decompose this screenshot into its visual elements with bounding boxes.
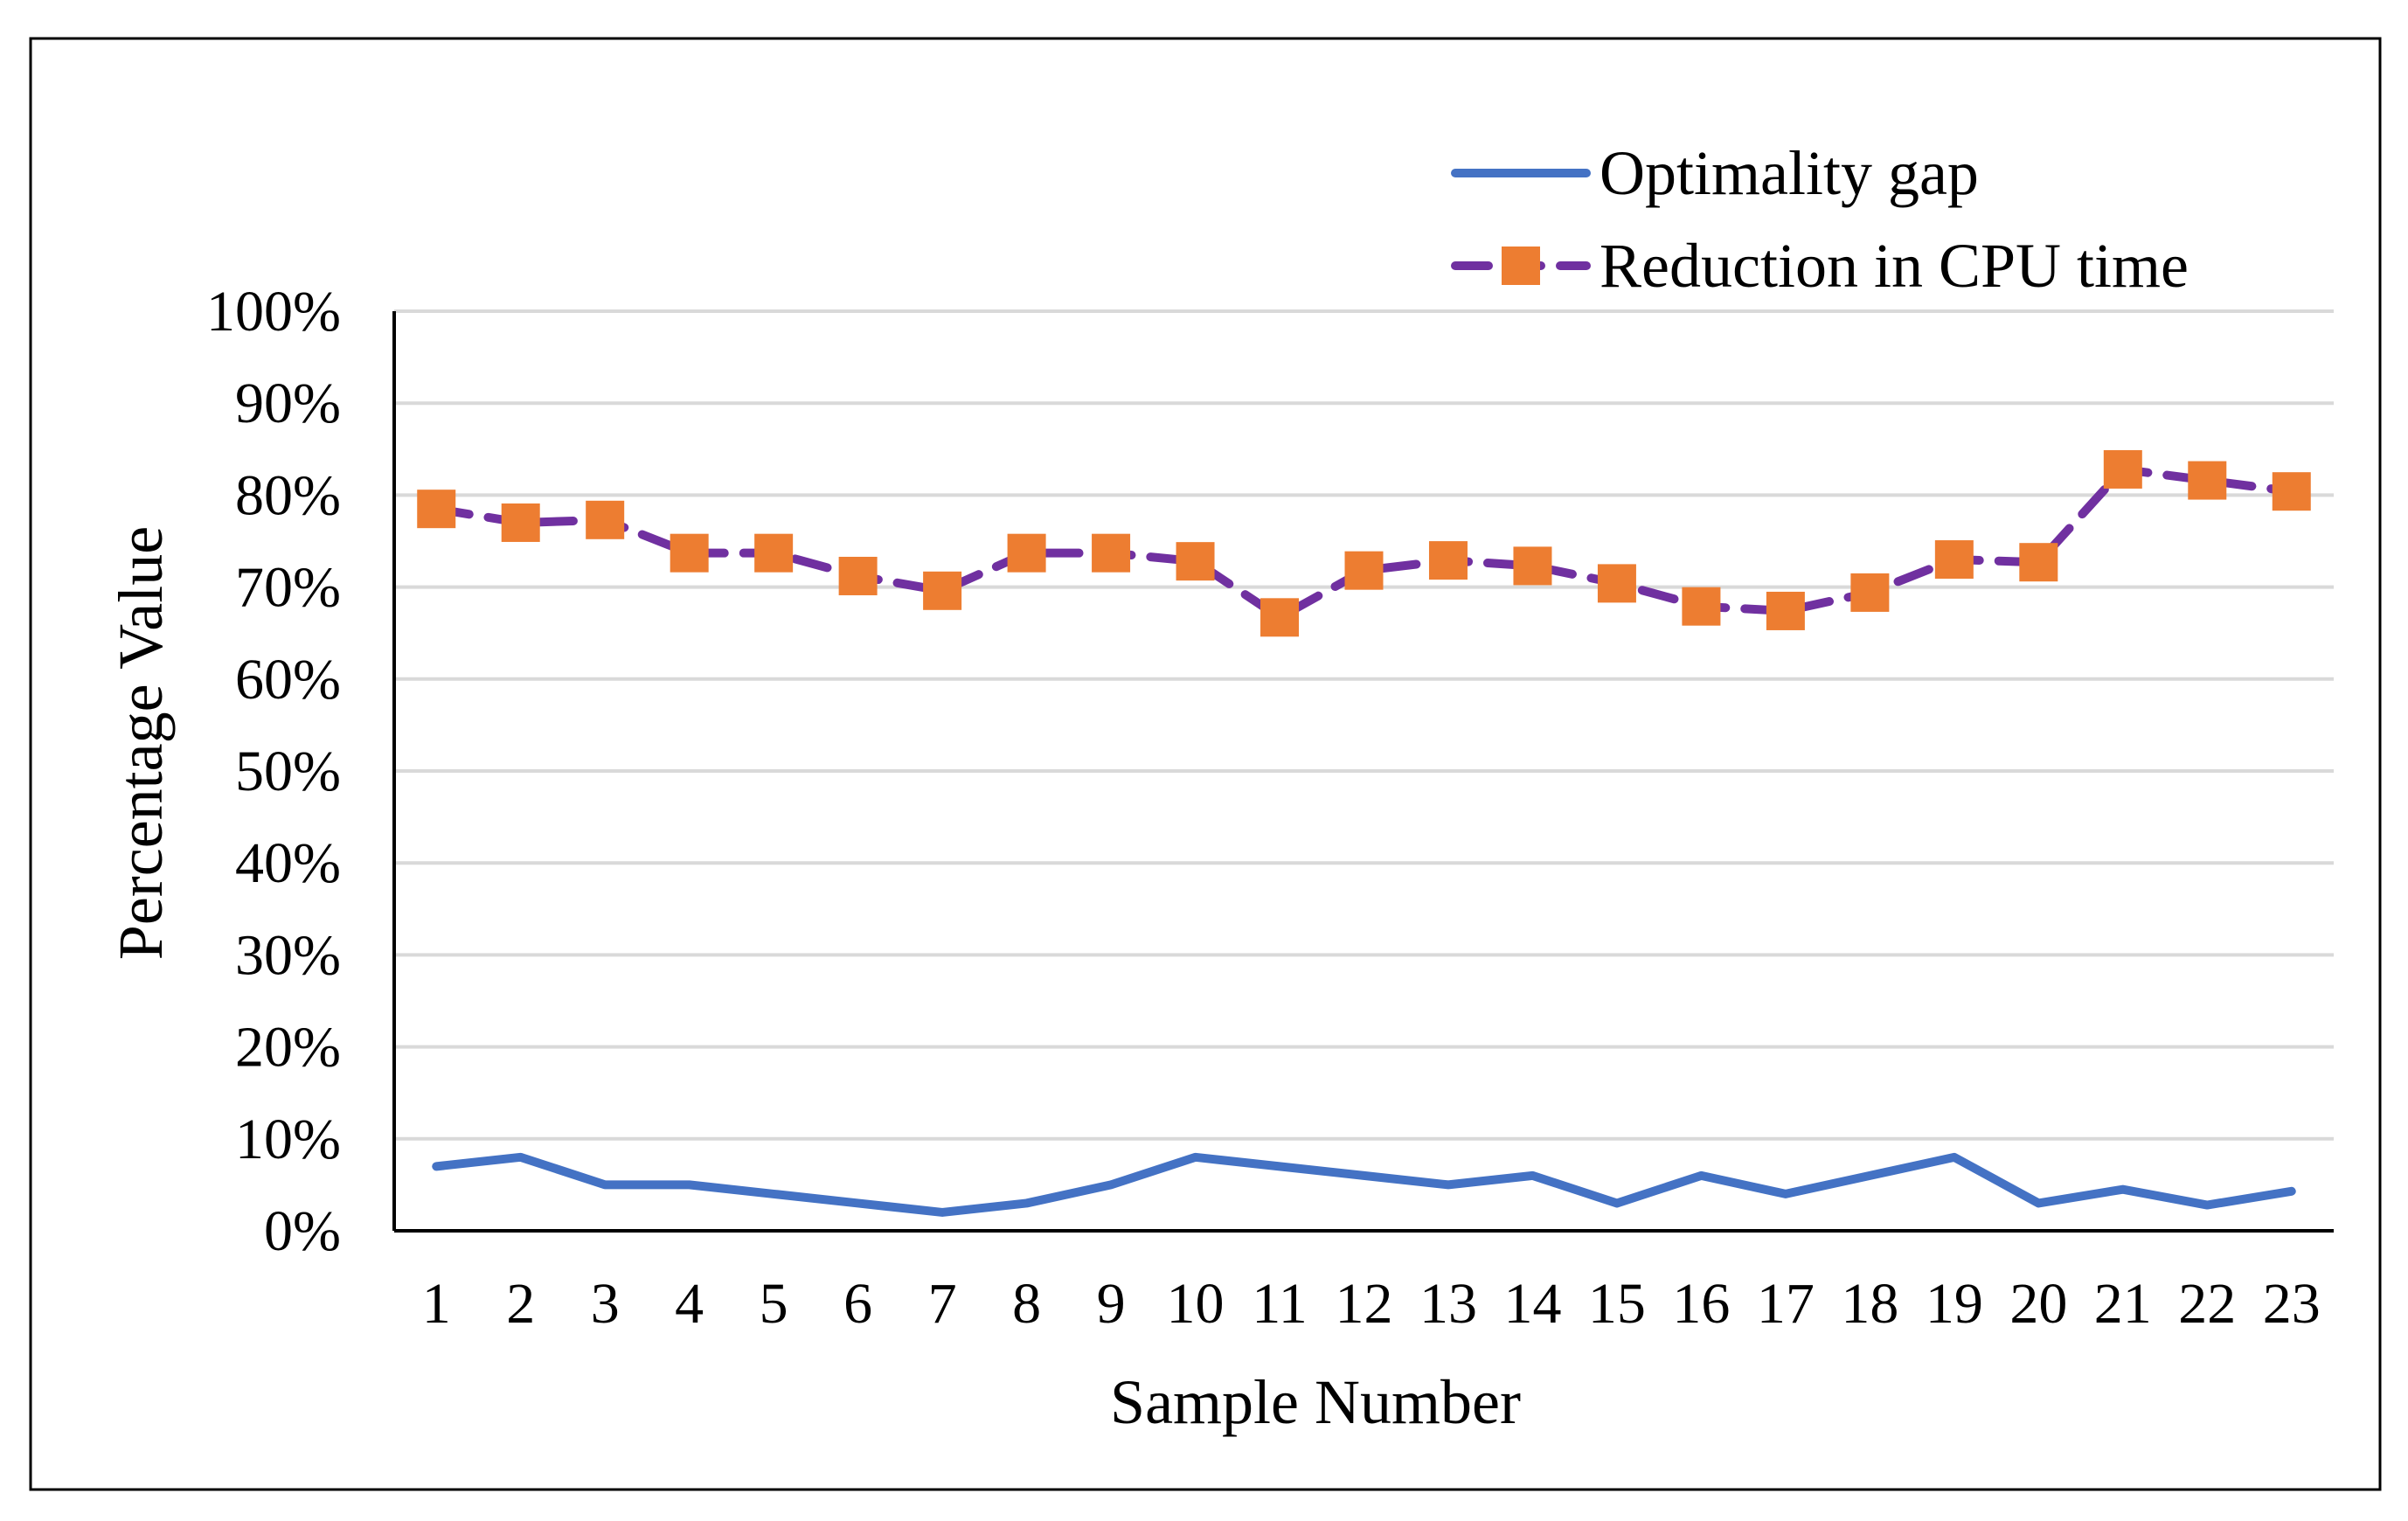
x-tick-label: 2 — [506, 1272, 535, 1336]
data-point-reduction-in-cpu-time — [1007, 533, 1046, 573]
data-point-reduction-in-cpu-time — [2019, 543, 2058, 582]
data-point-reduction-in-cpu-time — [838, 556, 878, 595]
y-tick-label: 80% — [235, 463, 341, 527]
data-point-reduction-in-cpu-time — [1850, 573, 1890, 612]
x-tick-label: 5 — [760, 1272, 788, 1336]
x-tick-label: 4 — [675, 1272, 704, 1336]
data-point-reduction-in-cpu-time — [1513, 546, 1552, 586]
y-tick-label: 30% — [235, 923, 341, 987]
x-tick-label: 9 — [1097, 1272, 1126, 1336]
x-tick-label: 8 — [1012, 1272, 1041, 1336]
y-tick-label: 0% — [264, 1199, 341, 1263]
data-point-reduction-in-cpu-time — [2272, 472, 2311, 511]
legend: Optimality gap Reduction in CPU time — [1451, 138, 2189, 301]
data-point-reduction-in-cpu-time — [1597, 564, 1636, 603]
x-tick-label: 3 — [591, 1272, 620, 1336]
x-tick-label: 21 — [2094, 1272, 2152, 1336]
chart-border — [29, 37, 2382, 1491]
data-point-reduction-in-cpu-time — [754, 533, 794, 573]
x-tick-label: 6 — [843, 1272, 872, 1336]
y-tick-label: 90% — [235, 372, 341, 435]
data-point-reduction-in-cpu-time — [1092, 533, 1131, 573]
x-tick-label: 1 — [422, 1272, 451, 1336]
y-tick-label: 10% — [235, 1108, 341, 1171]
y-tick-labels: 0% 10% 20% 30% 40% 50% 60% 70% 80% 90% 100% — [206, 280, 341, 1263]
x-tick-label: 14 — [1503, 1272, 1561, 1336]
data-point-reduction-in-cpu-time — [1344, 551, 1384, 590]
data-point-reduction-in-cpu-time — [2103, 449, 2142, 489]
x-tick-label: 11 — [1252, 1272, 1308, 1336]
y-tick-label: 50% — [235, 740, 341, 803]
x-tick-label: 19 — [1926, 1272, 1983, 1336]
data-point-reduction-in-cpu-time — [501, 503, 540, 542]
data-point-reduction-in-cpu-time — [586, 500, 625, 539]
x-tick-label: 22 — [2178, 1272, 2236, 1336]
x-tick-labels: 1 2 3 4 5 6 7 8 9 10 11 12 13 14 15 16 17 18 19 20 21 22 23 — [422, 1272, 2321, 1336]
legend-label-optimality-gap: Optimality gap — [1600, 138, 1979, 208]
x-tick-label: 16 — [1672, 1272, 1730, 1336]
data-point-reduction-in-cpu-time — [923, 571, 962, 610]
y-tick-label: 60% — [235, 648, 341, 712]
data-point-reduction-in-cpu-time — [1260, 598, 1300, 637]
x-tick-label: 7 — [928, 1272, 957, 1336]
x-tick-label: 15 — [1588, 1272, 1646, 1336]
y-axis-label: Percentage Value — [106, 526, 176, 960]
x-tick-label: 17 — [1757, 1272, 1815, 1336]
data-point-reduction-in-cpu-time — [2188, 461, 2227, 500]
data-point-reduction-in-cpu-time — [417, 490, 456, 529]
x-tick-label: 10 — [1167, 1272, 1225, 1336]
data-point-reduction-in-cpu-time — [1682, 587, 1721, 626]
series-line-optimality-gap — [432, 1152, 2296, 1217]
data-point-reduction-in-cpu-time — [1176, 542, 1215, 581]
y-tick-label: 100% — [206, 280, 341, 344]
data-point-reduction-in-cpu-time — [670, 533, 709, 573]
x-tick-label: 13 — [1419, 1272, 1477, 1336]
legend-marker-reduction-in-cpu-time — [1502, 247, 1540, 285]
x-axis-label: Sample Number — [1110, 1367, 1521, 1437]
y-tick-label: 70% — [235, 556, 341, 620]
series — [417, 449, 2311, 1217]
y-tick-label: 20% — [235, 1016, 341, 1080]
axes — [392, 311, 2334, 1233]
x-tick-label: 18 — [1841, 1272, 1898, 1336]
legend-label-reduction-in-cpu-time: Reduction in CPU time — [1600, 231, 2189, 301]
x-tick-label: 20 — [2009, 1272, 2067, 1336]
data-point-reduction-in-cpu-time — [1766, 591, 1805, 630]
y-tick-label: 40% — [235, 831, 341, 895]
x-tick-label: 12 — [1336, 1272, 1393, 1336]
data-point-reduction-in-cpu-time — [1428, 541, 1468, 580]
x-tick-label: 23 — [2263, 1272, 2321, 1336]
gridlines — [394, 309, 2334, 1141]
data-point-reduction-in-cpu-time — [1934, 540, 1974, 580]
